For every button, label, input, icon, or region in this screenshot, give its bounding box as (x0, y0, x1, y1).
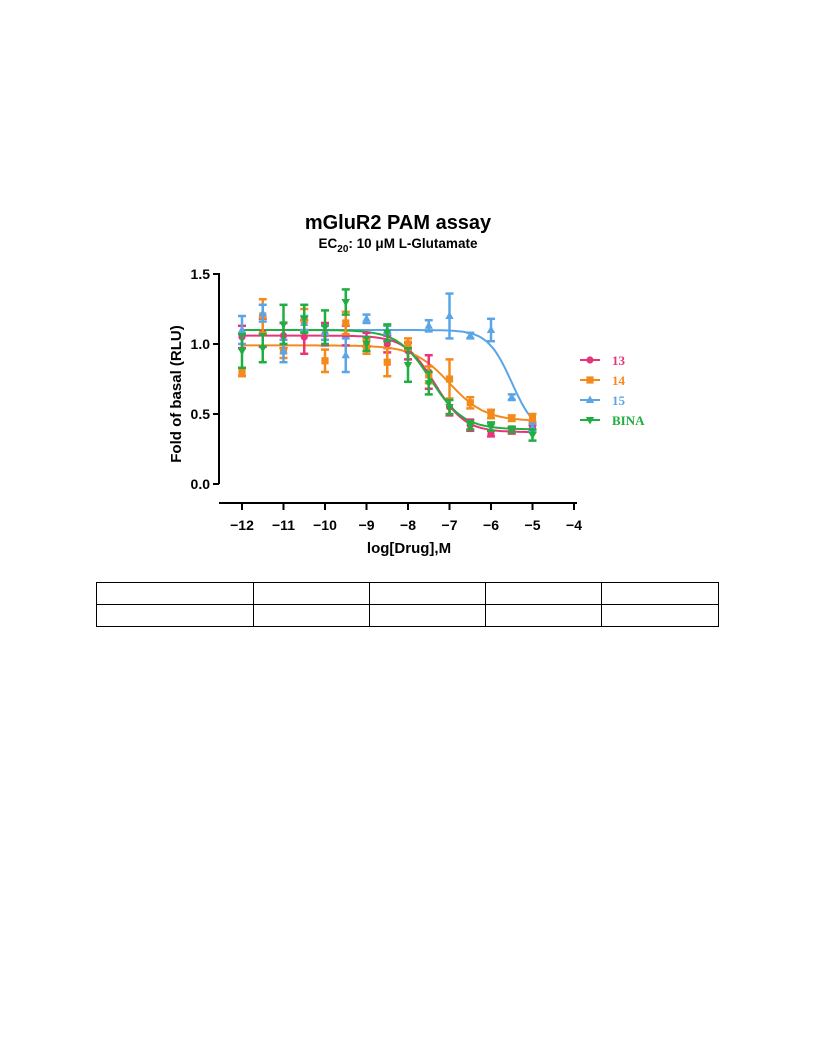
data-point (403, 362, 413, 370)
x-tick-label: −9 (359, 517, 375, 533)
legend-marker (585, 417, 595, 425)
data-point (445, 375, 454, 383)
x-tick-label: −5 (525, 517, 541, 533)
data-point (383, 329, 392, 338)
data-point (486, 423, 496, 432)
x-tick-label: −12 (230, 517, 254, 533)
data-point (321, 357, 329, 365)
y-axis-title: Fold of basal (RLU) (168, 325, 185, 463)
data-point (424, 380, 433, 388)
data-point (445, 404, 454, 412)
table-cell (601, 582, 719, 605)
x-axis-title: log[Drug],M (367, 540, 451, 557)
axes (218, 273, 577, 504)
table-cell (485, 582, 602, 605)
data-point (258, 345, 267, 353)
legend-marker (586, 356, 594, 364)
data-point (507, 392, 516, 401)
data-point (238, 368, 246, 376)
data-point (342, 319, 350, 327)
data-point (466, 331, 475, 339)
x-tick-label: −10 (313, 517, 337, 533)
empty-table (96, 582, 719, 627)
y-ticks: 0.0 0.5 1.0 1.5 (191, 266, 219, 492)
table-cell (601, 604, 719, 627)
table-cell (253, 582, 370, 605)
legend-label: 15 (612, 393, 626, 408)
dose-response-chart: mGluR2 PAM assay EC20: 10 μM L-Glutamate… (168, 212, 645, 557)
x-tick-label: −7 (442, 517, 458, 533)
table-cell (485, 604, 602, 627)
data-point (320, 324, 330, 332)
data-point (300, 315, 309, 324)
data-point (258, 308, 267, 317)
chart-title: mGluR2 PAM assay (305, 212, 492, 234)
table-cell (96, 582, 254, 605)
legend: 13 14 15 BINA (580, 353, 645, 428)
data-point (279, 346, 288, 354)
table-row (96, 604, 719, 627)
table-cell (369, 604, 486, 627)
data-point (341, 350, 350, 359)
table-cell (96, 604, 254, 627)
data-point (237, 325, 247, 333)
data-point (383, 358, 391, 366)
legend-label: BINA (612, 413, 645, 428)
y-tick-label: 0.0 (191, 476, 211, 492)
legend-label: 14 (612, 373, 626, 388)
data-point (341, 299, 350, 307)
data-point (237, 348, 247, 356)
table-cell (253, 604, 370, 627)
data-point (362, 341, 371, 349)
data-points (237, 288, 537, 442)
chart-subtitle: EC20: 10 μM L-Glutamate (319, 236, 478, 255)
data-point (528, 432, 537, 440)
table-cell (369, 582, 486, 605)
data-point (508, 414, 516, 422)
y-tick-label: 1.0 (191, 336, 211, 352)
x-tick-label: −8 (400, 517, 416, 533)
x-tick-label: −11 (272, 517, 295, 533)
y-tick-label: 1.5 (191, 266, 211, 282)
data-point (466, 399, 474, 407)
data-point (487, 410, 495, 418)
data-point (507, 426, 516, 434)
x-tick-label: −6 (483, 517, 499, 533)
legend-label: 13 (612, 353, 626, 368)
data-point (424, 321, 433, 329)
x-ticks: −12 −11 −10 −9 −8 −7 −6 −5 −4 (230, 503, 582, 533)
x-tick-label: −4 (566, 517, 582, 533)
data-point (486, 325, 496, 333)
data-point (528, 414, 537, 422)
data-point (362, 314, 371, 322)
data-point (445, 311, 454, 319)
data-point (279, 321, 288, 329)
y-tick-label: 0.5 (191, 406, 211, 422)
data-point (300, 333, 308, 341)
table-row (96, 582, 719, 605)
legend-marker (585, 395, 595, 403)
data-point (466, 422, 475, 430)
legend-marker (586, 376, 594, 384)
data-point (404, 340, 412, 348)
